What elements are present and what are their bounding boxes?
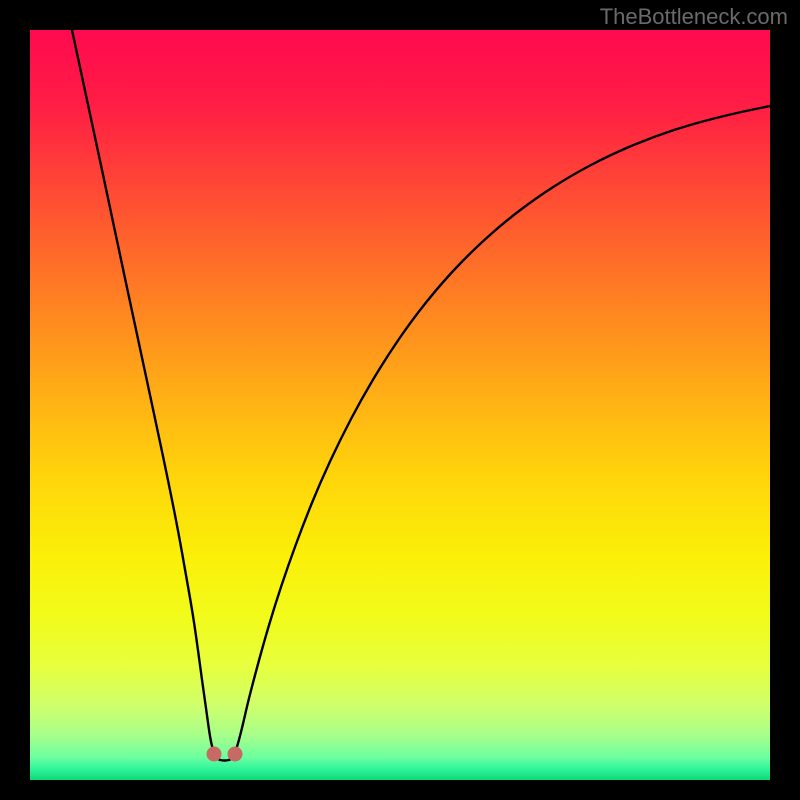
chart-background: [30, 30, 770, 780]
plot-area: [30, 30, 770, 780]
watermark-text: TheBottleneck.com: [600, 4, 788, 30]
marker-1: [228, 747, 243, 762]
chart-frame: TheBottleneck.com: [0, 0, 800, 800]
marker-0: [207, 747, 222, 762]
chart-svg: [30, 30, 770, 780]
